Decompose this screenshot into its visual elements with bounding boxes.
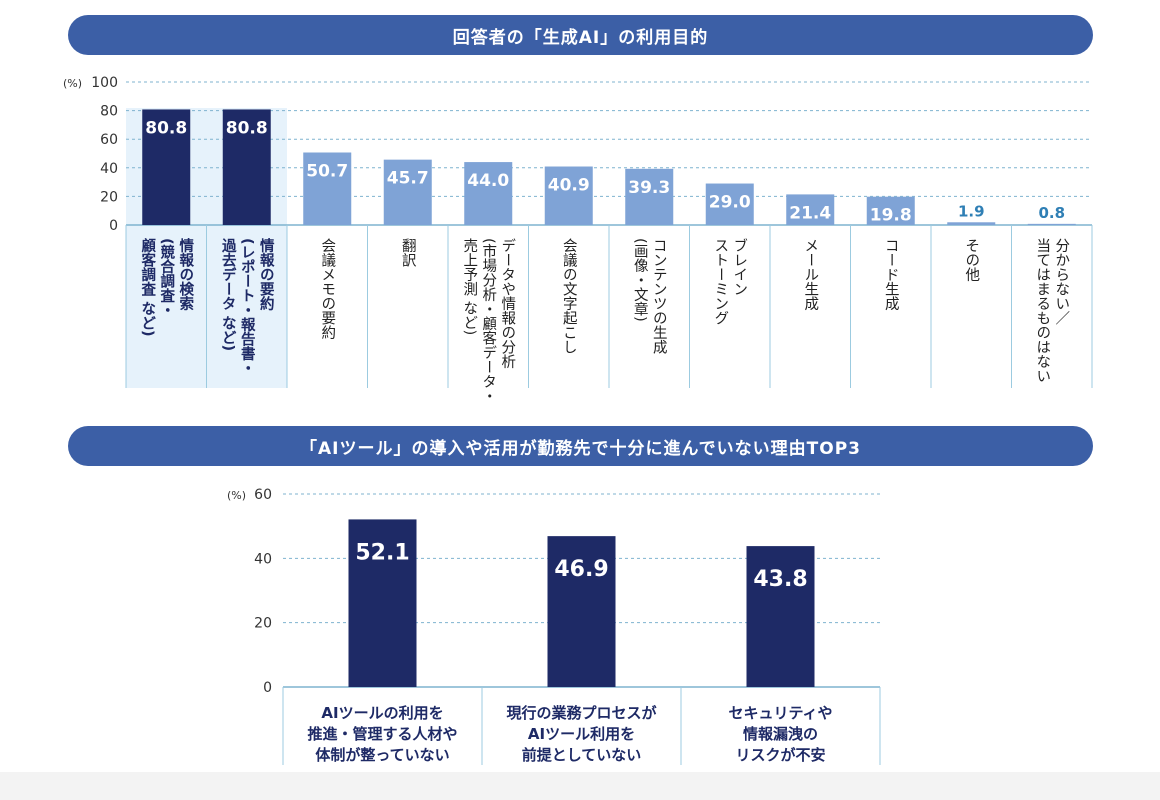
category-label: コンテンツの生成: [651, 238, 667, 355]
bar: [464, 162, 513, 225]
chart1-title-banner: 回答者の「生成AI」の利用目的: [68, 15, 1093, 55]
category-label: リスクが不安: [735, 746, 825, 764]
category-label: 会議メモの要約: [319, 238, 335, 341]
y-tick-label: 40: [254, 551, 272, 567]
y-tick-label: 0: [109, 218, 118, 234]
data-label: 19.8: [870, 206, 912, 226]
data-label: 0.8: [1038, 204, 1065, 222]
y-tick-label: 40: [100, 161, 118, 177]
chart2-title-banner: 「AIツール」の導入や活用が勤務先で十分に進んでいない理由TOP3: [68, 426, 1093, 466]
category-label: 前提としていない: [522, 746, 642, 764]
y-tick-label: 100: [91, 75, 118, 91]
chart1-title: 回答者の「生成AI」の利用目的: [452, 27, 709, 48]
category-label: 過去データ など): [220, 238, 237, 351]
category-label: (市場分析・顧客データ・: [480, 238, 496, 403]
y-tick-label: 60: [100, 132, 118, 148]
data-label: 80.8: [226, 118, 268, 138]
category-label: 推進・管理する人材や: [307, 725, 457, 743]
chart2-title: 「AIツール」の導入や活用が勤務先で十分に進んでいない理由TOP3: [300, 438, 861, 459]
chart1-purpose-of-generative-ai: 0 20 40 60 80 100 (%) 80.8 80.8 50.7 45.7 44.0 40.9 3…: [63, 75, 1093, 403]
data-label: 52.1: [355, 540, 409, 565]
bar: [222, 109, 271, 225]
bar: [142, 109, 191, 225]
category-label: AIツール利用を: [528, 725, 635, 743]
data-label: 44.0: [467, 171, 509, 191]
category-label: (画像・文章): [632, 238, 648, 322]
category-label: セキュリティや: [728, 704, 832, 722]
y-tick-label: 80: [100, 104, 118, 120]
category-label: 翻訳: [400, 238, 416, 268]
bar: [1027, 223, 1076, 225]
bar: [746, 546, 815, 687]
category-label: (競合調査・: [158, 238, 175, 317]
category-label: 現行の業務プロセスが: [506, 704, 657, 722]
bar: [705, 183, 754, 225]
category-label: (レポート・報告書・: [239, 238, 255, 375]
category-label: 情報漏洩の: [743, 725, 818, 743]
y-tick-label: 20: [100, 189, 118, 205]
bar: [947, 222, 996, 225]
y-tick-label: 0: [263, 680, 272, 696]
data-label: 43.8: [753, 567, 807, 592]
y-unit-label: (%): [63, 77, 82, 90]
category-label: データや情報の分析: [499, 238, 515, 369]
bar: [547, 536, 616, 687]
category-label: 売上予測 など): [461, 238, 477, 336]
category-label: ブレイン: [731, 238, 747, 296]
page-bottom-band: [0, 772, 1160, 800]
bar: [544, 166, 593, 225]
category-label: 会議の文字起こし: [561, 238, 577, 355]
category-label: ストーミング: [712, 238, 728, 325]
data-label: 39.3: [628, 178, 670, 198]
data-label: 1.9: [958, 202, 985, 220]
category-label: 体制が整っていない: [315, 746, 449, 764]
data-label: 45.7: [387, 169, 429, 189]
data-label: 80.8: [145, 118, 187, 138]
y-tick-label: 60: [254, 487, 272, 503]
category-label: その他: [963, 238, 979, 283]
bar: [348, 519, 417, 687]
data-label: 46.9: [554, 557, 608, 582]
bar: [383, 159, 432, 225]
category-label: 当てはまるものはない: [1034, 238, 1050, 383]
category-label: 分からない／: [1053, 238, 1069, 325]
bar: [303, 152, 352, 225]
data-label: 50.7: [306, 161, 348, 181]
category-label: 顧客調査 など): [139, 237, 156, 337]
data-label: 40.9: [548, 176, 590, 196]
data-label: 21.4: [789, 203, 831, 223]
y-tick-label: 20: [254, 616, 272, 632]
bar: [625, 168, 674, 225]
data-label: 29.0: [709, 193, 751, 213]
category-label: 情報の検索: [177, 237, 193, 312]
category-label: メール生成: [802, 238, 818, 312]
category-label: コード生成: [883, 238, 899, 312]
y-unit-label: (%): [227, 489, 246, 502]
category-label: 情報の要約: [258, 237, 274, 312]
bar: [786, 194, 835, 225]
category-label: AIツールの利用を: [321, 704, 443, 722]
bar: [866, 196, 915, 225]
